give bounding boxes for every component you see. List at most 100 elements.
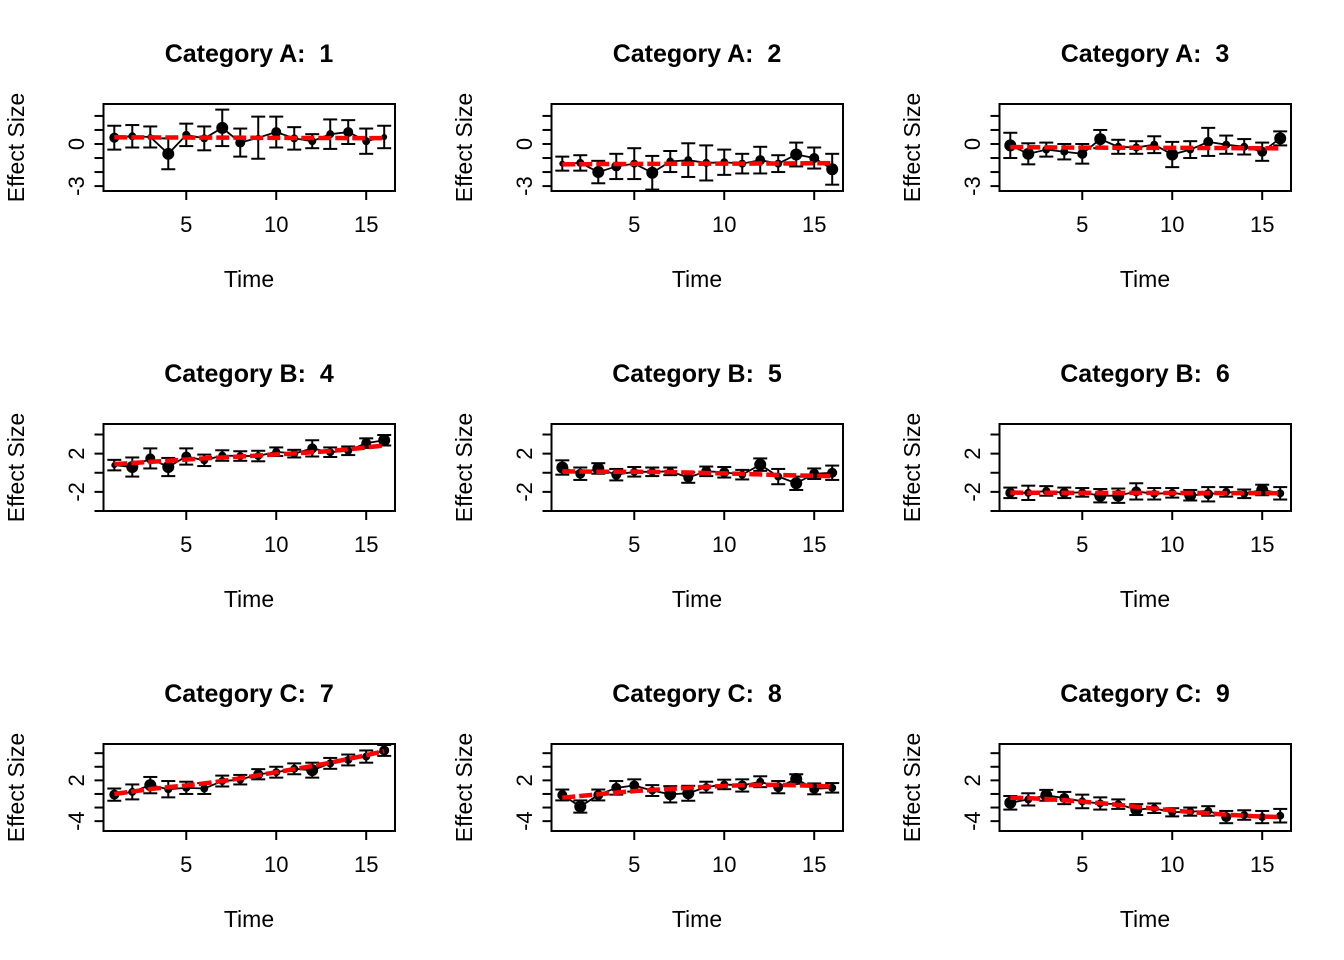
x-axis-title: Time <box>672 266 722 292</box>
x-tick-label: 5 <box>180 852 192 877</box>
x-tick-label: 10 <box>712 212 736 237</box>
y-axis: 2 -4 <box>960 752 1000 831</box>
y-axis-title: Effect Size <box>899 733 925 843</box>
panel-title: Category C: 9 <box>1060 680 1229 708</box>
x-axis: 5 10 15 Time <box>180 511 378 612</box>
x-tick-label: 10 <box>712 532 736 557</box>
panel-5: Category B: 5 Effect Size 2 -2 5 10 15 Time <box>451 360 844 612</box>
panel-3: Category A: 3 Effect Size 0 -3 5 10 15 Time <box>899 40 1292 292</box>
y-tick-label: 2 <box>960 448 985 460</box>
y-axis: 2 -2 <box>960 433 1000 512</box>
data-point <box>381 133 388 140</box>
trend-line <box>1010 144 1281 151</box>
x-tick-label: 15 <box>354 852 378 877</box>
data-point <box>1077 148 1088 159</box>
x-axis: 5 10 15 Time <box>628 191 826 292</box>
y-tick-label: -3 <box>64 176 89 196</box>
x-axis: 5 10 15 Time <box>1076 191 1274 292</box>
observed-line <box>562 153 833 174</box>
x-tick-label: 5 <box>1076 532 1088 557</box>
x-axis-title: Time <box>224 906 274 932</box>
trend-line <box>114 443 385 467</box>
x-axis-title: Time <box>1120 266 1170 292</box>
plot-box <box>550 743 844 832</box>
data-point <box>790 477 803 490</box>
y-axis: 2 -4 <box>64 752 104 831</box>
x-tick-label: 5 <box>628 532 640 557</box>
x-tick-label: 5 <box>1076 852 1088 877</box>
data-point <box>271 127 282 138</box>
x-tick-label: 10 <box>712 852 736 877</box>
plot-box <box>998 423 1292 512</box>
x-tick-label: 10 <box>264 852 288 877</box>
data-point <box>216 121 229 134</box>
panel-title: Category C: 7 <box>164 680 333 708</box>
y-tick-label: 2 <box>960 774 985 786</box>
data-point <box>162 461 175 474</box>
y-tick-label: -2 <box>512 482 537 502</box>
y-tick-label: 0 <box>960 138 985 150</box>
data-point <box>343 127 354 138</box>
y-axis-title: Effect Size <box>3 733 29 843</box>
x-axis: 5 10 15 Time <box>1076 511 1274 612</box>
x-tick-label: 15 <box>1250 532 1274 557</box>
y-tick-label: 2 <box>64 774 89 786</box>
y-tick-label: 0 <box>64 138 89 150</box>
observed-line <box>1009 137 1281 156</box>
x-tick-label: 5 <box>628 852 640 877</box>
data-point <box>754 458 767 471</box>
x-axis-title: Time <box>1120 586 1170 612</box>
trend-line <box>114 748 385 797</box>
y-axis: 2 -4 <box>512 752 552 831</box>
y-axis-title: Effect Size <box>451 93 477 203</box>
y-tick-label: -3 <box>512 176 537 196</box>
plot-box <box>998 743 1292 832</box>
x-tick-label: 15 <box>802 212 826 237</box>
data-point <box>683 472 694 483</box>
data-point <box>1022 147 1035 160</box>
y-tick-label: -3 <box>960 176 985 196</box>
x-tick-label: 10 <box>264 532 288 557</box>
data-point <box>162 147 175 160</box>
data-point <box>592 166 605 179</box>
data-point <box>790 773 803 786</box>
trend-line <box>562 782 833 800</box>
x-tick-label: 15 <box>1250 852 1274 877</box>
panel-title: Category B: 4 <box>164 360 334 388</box>
data-point <box>790 148 803 161</box>
y-axis: 0 -3 <box>960 114 1000 196</box>
x-tick-label: 10 <box>1160 852 1184 877</box>
x-axis-title: Time <box>224 586 274 612</box>
x-axis: 5 10 15 Time <box>628 831 826 932</box>
panel-7: Category C: 7 Effect Size 2 -4 5 10 15 Time <box>3 680 396 932</box>
x-axis-title: Time <box>224 266 274 292</box>
x-tick-label: 5 <box>1076 212 1088 237</box>
data-point <box>1274 132 1287 145</box>
x-axis: 5 10 15 Time <box>1076 831 1274 932</box>
plot-box <box>998 103 1292 192</box>
data-point <box>378 434 391 447</box>
plot-box <box>102 743 396 832</box>
panel-2: Category A: 2 Effect Size 0 -3 5 10 15 Time <box>451 40 844 292</box>
y-axis: 0 -3 <box>64 114 104 196</box>
x-tick-label: 10 <box>1160 212 1184 237</box>
data-point <box>200 784 209 793</box>
y-tick-label: -2 <box>64 482 89 502</box>
y-axis-title: Effect Size <box>3 93 29 203</box>
plot-box <box>102 103 396 192</box>
panel-6: Category B: 6 Effect Size 2 -2 5 10 15 Time <box>899 360 1292 612</box>
data-point <box>826 163 839 176</box>
data-point <box>574 800 587 813</box>
y-axis-title: Effect Size <box>3 413 29 523</box>
x-axis-title: Time <box>672 906 722 932</box>
data-point <box>809 153 820 164</box>
y-axis-title: Effect Size <box>899 413 925 523</box>
y-tick-label: -4 <box>64 811 89 831</box>
y-axis-title: Effect Size <box>451 413 477 523</box>
panel-8: Category C: 8 Effect Size 2 -4 5 10 15 Time <box>451 680 844 932</box>
data-point <box>682 787 695 800</box>
y-axis: 2 -2 <box>512 433 552 512</box>
panel-title: Category B: 5 <box>612 360 782 388</box>
x-tick-label: 15 <box>354 212 378 237</box>
y-tick-label: 2 <box>512 774 537 786</box>
